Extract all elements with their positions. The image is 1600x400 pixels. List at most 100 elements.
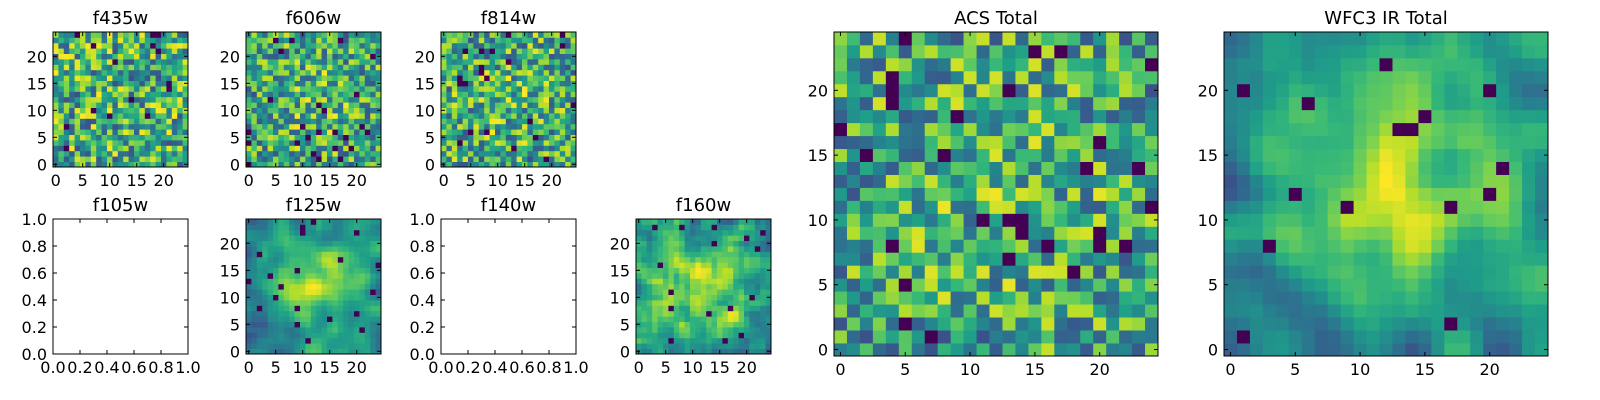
heatmap-cell (375, 86, 382, 92)
heatmap-cell (727, 300, 734, 306)
heatmap-cell (738, 246, 745, 252)
heatmap-cell (267, 327, 274, 333)
heatmap-cell (283, 332, 290, 339)
heatmap-cell (1236, 226, 1251, 240)
heatmap-cell (63, 129, 70, 135)
heatmap-cell (673, 229, 680, 236)
heatmap-cell (859, 343, 874, 357)
y-tick-label: 10 (220, 288, 240, 307)
heatmap-cell (359, 256, 366, 263)
heatmap-cell (90, 150, 97, 157)
heatmap-cell (554, 107, 561, 114)
heatmap-cell (554, 129, 561, 135)
heatmap-cell (332, 107, 339, 114)
heatmap-cell (446, 69, 453, 76)
heatmap-cell (166, 32, 173, 38)
heatmap-cell (289, 64, 295, 71)
axes-frame (440, 31, 577, 168)
heatmap-cell (911, 200, 926, 214)
heatmap-cell (123, 75, 129, 81)
heatmap-cell (337, 59, 344, 65)
heatmap-cell (489, 96, 496, 103)
heatmap-cell (262, 343, 268, 349)
heatmap-cell (278, 42, 285, 49)
heatmap-cell (278, 150, 285, 157)
heatmap-cell (976, 57, 990, 72)
heatmap-cell (294, 69, 301, 76)
heatmap-cell (570, 145, 577, 152)
heatmap-cell (144, 32, 151, 38)
heatmap-cell (937, 239, 952, 253)
heatmap-cell (332, 229, 339, 236)
heatmap-cell (177, 42, 183, 49)
heatmap-cell (300, 129, 306, 135)
heatmap-cell (370, 256, 376, 263)
heatmap-cell (305, 343, 312, 349)
heatmap-cell (1106, 32, 1120, 46)
heatmap-cell (706, 348, 712, 355)
heatmap-cell (1327, 57, 1342, 72)
heatmap-cell (161, 96, 167, 103)
heatmap-cell (123, 37, 129, 44)
heatmap-cell (251, 316, 258, 322)
heatmap-cell (364, 53, 371, 60)
heatmap-cell (278, 53, 285, 60)
heatmap-cell (706, 332, 712, 339)
heatmap-cell (1236, 317, 1251, 331)
heatmap-cell (327, 251, 333, 258)
heatmap-cell (69, 161, 75, 168)
heatmap-cell (354, 86, 360, 92)
heatmap-cell (246, 300, 252, 306)
heatmap-cell (343, 129, 349, 135)
heatmap-cell (337, 229, 344, 236)
heatmap-cell (354, 96, 360, 103)
heatmap-cell (1132, 200, 1146, 214)
heatmap-cell (522, 86, 528, 92)
heatmap-cell (58, 113, 65, 119)
heatmap-cell (657, 321, 664, 328)
heatmap-cell (673, 327, 680, 333)
heatmap-cell (273, 145, 279, 152)
heatmap-cell (738, 224, 745, 231)
heatmap-cell (1275, 96, 1290, 111)
heatmap-cell (337, 134, 344, 141)
heatmap-cell (441, 91, 447, 98)
heatmap-cell (348, 80, 355, 87)
heatmap-cell (90, 32, 97, 38)
heatmap-cell (1106, 148, 1120, 162)
heatmap-cell (1301, 122, 1316, 137)
heatmap-cell (846, 122, 861, 137)
heatmap-cell (484, 69, 490, 76)
heatmap-cell (1041, 174, 1055, 188)
heatmap-cell (478, 123, 485, 130)
heatmap-cell (1301, 148, 1316, 162)
heatmap-cell (657, 283, 664, 290)
heatmap-cell (289, 134, 295, 141)
heatmap-cell (963, 83, 977, 98)
heatmap-cell (989, 96, 1003, 111)
heatmap-cell (1444, 200, 1458, 214)
heatmap-cell (706, 305, 712, 312)
heatmap-cell (155, 64, 162, 71)
heatmap-cell (478, 161, 485, 168)
heatmap-cell (96, 140, 102, 146)
heatmap-cell (171, 91, 178, 98)
heatmap-cell (749, 240, 756, 247)
heatmap-cell (1080, 174, 1094, 188)
heatmap-cell (294, 278, 301, 285)
heatmap-cell (1262, 213, 1277, 227)
heatmap-cell (911, 265, 926, 279)
heatmap-cell (511, 118, 517, 125)
heatmap-cell (646, 256, 653, 263)
heatmap-cell (256, 283, 263, 290)
heatmap-cell (898, 239, 913, 253)
heatmap-cell (1054, 83, 1068, 98)
heatmap-cell (1106, 304, 1120, 318)
heatmap-cell (1262, 200, 1277, 214)
heatmap-cell (359, 37, 366, 44)
heatmap-cell (478, 48, 485, 54)
heatmap-cell (327, 64, 333, 71)
heatmap-cell (1145, 343, 1159, 357)
heatmap-cell (364, 69, 371, 76)
heatmap-cell (144, 102, 151, 108)
